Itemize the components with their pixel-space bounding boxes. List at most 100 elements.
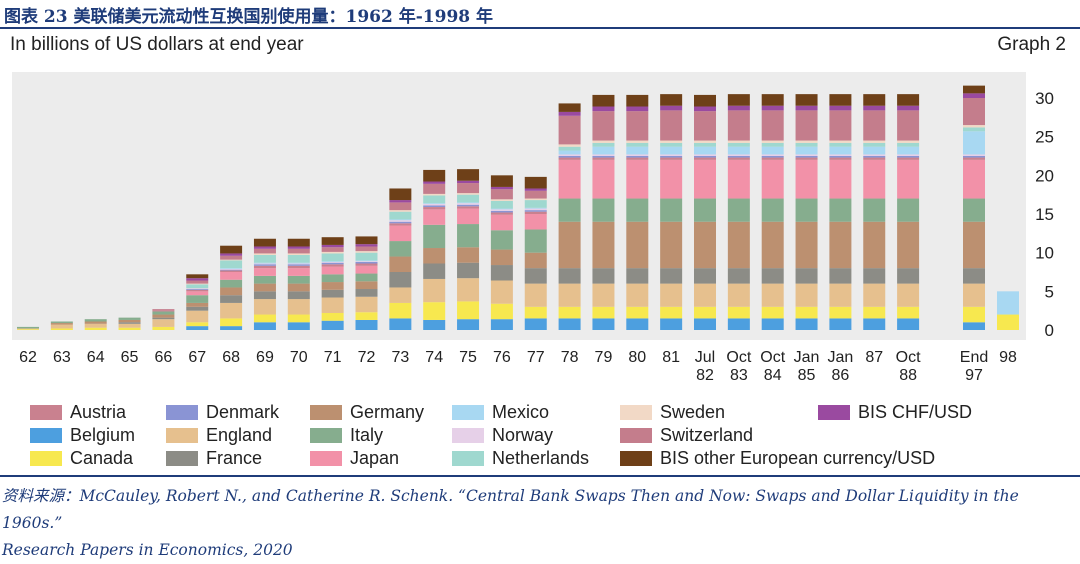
bar-segment-japan — [253, 268, 276, 276]
title-rule — [0, 27, 1080, 29]
legend-item-france: France — [166, 447, 262, 469]
bar-segment-japan — [220, 272, 243, 280]
bar-segment-bis-other-european-currency-usd — [694, 94, 716, 107]
bar-segment-austria — [660, 157, 683, 160]
bar-segment-switzerland — [152, 309, 175, 311]
x-tick-label: Oct — [896, 349, 921, 366]
y-tick-label: 5 — [1045, 282, 1054, 301]
bar-segment-canada — [457, 301, 480, 320]
bar-segment-bis-chf-usd — [287, 246, 310, 249]
legend-item-england: England — [166, 424, 272, 446]
bar-segment-england — [963, 283, 985, 307]
bar-segment-italy — [524, 229, 547, 253]
bar-segment-austria — [457, 206, 480, 209]
bar-segment-germany — [152, 314, 175, 318]
bar-segment-italy — [558, 198, 581, 222]
bar-segment-france — [186, 306, 209, 311]
bar-segment-germany — [829, 221, 852, 269]
legend-item-bis-other-european-currency-usd: BIS other European currency/USD — [620, 447, 935, 469]
bar-segment-england — [897, 283, 920, 307]
bar-segment-italy — [321, 274, 344, 283]
bar-segment-austria — [321, 264, 344, 267]
bar-segment-austria — [761, 157, 784, 160]
bar-segment-bis-other-european-currency-usd — [660, 94, 683, 106]
bar-segment-bis-chf-usd — [457, 180, 480, 184]
bar-segment-italy — [355, 273, 378, 282]
graph-label: Graph 2 — [997, 34, 1066, 55]
legend-label: Mexico — [492, 401, 550, 422]
bar-segment-belgium — [963, 322, 985, 330]
bar-segment-canada — [524, 306, 547, 319]
bar-segment-bis-other-european-currency-usd — [321, 237, 344, 245]
x-tick-label: 81 — [662, 349, 680, 366]
bar-segment-france — [727, 268, 750, 284]
bar-segment-netherlands — [490, 200, 513, 209]
bar-segment-netherlands — [457, 194, 480, 203]
bar-segment-france — [660, 268, 683, 284]
bar-segment-belgium — [186, 326, 209, 330]
x-tick-label: Jan — [794, 349, 820, 366]
bar-segment-norway — [761, 154, 784, 156]
bar-segment-denmark — [186, 289, 209, 290]
x-tick-label: Oct — [760, 349, 785, 366]
bar-segment-norway — [355, 261, 378, 262]
bar-segment-netherlands — [795, 142, 818, 147]
bar-segment-sweden — [389, 210, 412, 212]
legend-label: Austria — [70, 401, 127, 422]
bar-segment-norway — [321, 261, 344, 263]
bar-segment-denmark — [829, 156, 852, 158]
bar-segment-japan — [355, 265, 378, 274]
bar-segment-netherlands — [287, 254, 310, 263]
bar-segment-england — [220, 302, 243, 319]
bar-segment-germany — [321, 282, 344, 290]
legend-swatch — [452, 450, 484, 466]
bar-segment-japan — [287, 268, 310, 276]
y-tick-label: 0 — [1045, 321, 1054, 340]
bar-segment-france — [863, 268, 886, 284]
bar-segment-germany — [50, 323, 73, 325]
bar-segment-mexico — [355, 260, 378, 262]
bar-segment-netherlands — [220, 260, 243, 269]
bar-segment-france — [897, 268, 920, 284]
bar-segment-bis-other-european-currency-usd — [524, 176, 547, 189]
bar-segment-netherlands — [423, 195, 446, 204]
bar-segment-mexico — [253, 262, 276, 264]
bar-segment-england — [660, 283, 683, 307]
y-tick-label: 15 — [1035, 205, 1054, 224]
x-tick-label: 86 — [832, 367, 850, 384]
bar-segment-germany — [863, 221, 886, 269]
bar-segment-denmark — [423, 205, 446, 208]
bar-segment-bis-chf-usd — [963, 93, 985, 98]
bar-segment-japan — [761, 159, 784, 199]
bar-segment-bis-other-european-currency-usd — [389, 188, 412, 201]
bar-segment-canada — [727, 306, 750, 319]
x-tick-label: 65 — [121, 349, 139, 366]
bar-segment-italy — [253, 275, 276, 284]
bar-segment-france — [118, 322, 141, 324]
bar-segment-denmark — [355, 261, 378, 264]
bar-segment-austria — [727, 157, 750, 160]
legend-swatch — [620, 404, 652, 420]
x-tick-label: 72 — [358, 349, 376, 366]
bar-segment-netherlands — [863, 142, 886, 147]
bar-segment-switzerland — [355, 246, 378, 252]
legend-label: BIS other European currency/USD — [660, 447, 936, 468]
bar-segment-bis-chf-usd — [626, 106, 649, 112]
bar-segment-canada — [84, 327, 107, 330]
bar-segment-austria — [694, 157, 716, 160]
bar-segment-switzerland — [490, 189, 513, 200]
bar-segment-sweden — [660, 140, 683, 143]
bar-segment-sweden — [321, 251, 344, 254]
bar-segment-france — [287, 291, 310, 300]
bar-segment-canada — [694, 306, 716, 319]
bar-segment-netherlands — [727, 142, 750, 147]
bar-segment-italy — [490, 230, 513, 250]
legend-swatch — [310, 450, 342, 466]
bar-segment-bis-other-european-currency-usd — [863, 94, 886, 106]
bar-segment-bis-other-european-currency-usd — [795, 94, 818, 106]
x-tick-label: 63 — [53, 349, 71, 366]
bar-segment-sweden — [220, 259, 243, 261]
bar-segment-england — [321, 297, 344, 313]
bar-segment-denmark — [897, 156, 920, 158]
bar-segment-netherlands — [321, 253, 344, 262]
